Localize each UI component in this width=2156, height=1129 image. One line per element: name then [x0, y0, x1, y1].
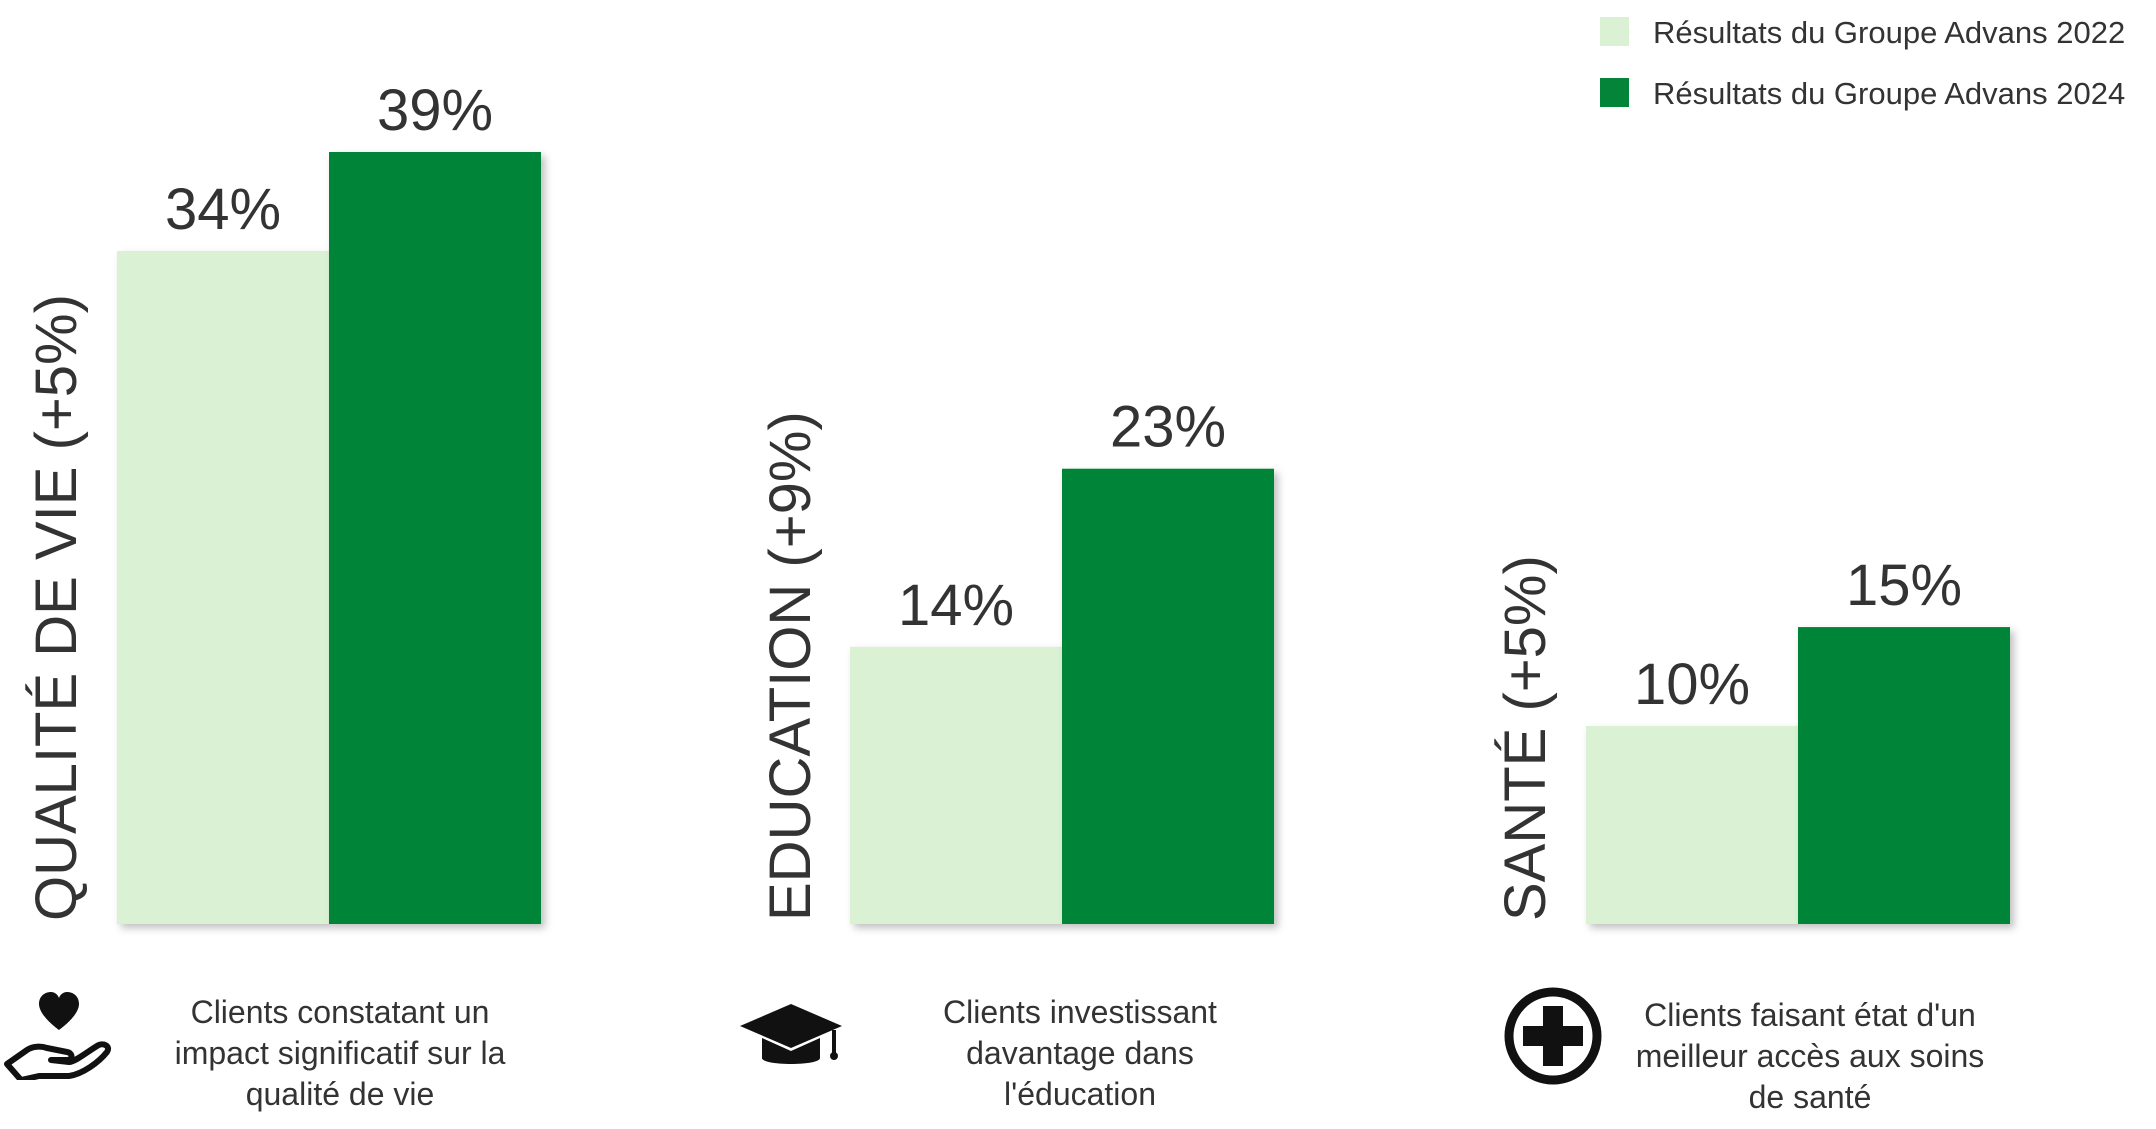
- description-line: l'éducation: [1004, 1076, 1156, 1112]
- bar-2024-2: [1798, 627, 2010, 924]
- data-label-2022-1: 14%: [898, 573, 1014, 638]
- description-education: Clients investissant davantage dans l'éd…: [870, 992, 1290, 1115]
- bar-2024-1: [1062, 468, 1274, 924]
- data-label-2022-0: 34%: [165, 177, 281, 242]
- description-line: Clients constatant un: [190, 994, 490, 1030]
- description-line: impact significatif sur la: [174, 1035, 506, 1071]
- graduation-cap-icon: [738, 1000, 844, 1072]
- description-health: Clients faisant état d'un meilleur accès…: [1600, 995, 2020, 1118]
- description-line: de santé: [1748, 1079, 1872, 1115]
- legend-swatch-2022: [1600, 17, 1629, 46]
- legend-label-2024: Résultats du Groupe Advans 2024: [1653, 76, 2125, 111]
- description-quality-of-life: Clients constatant un impact significati…: [130, 992, 550, 1115]
- bars-group: 34% 39% 14% 23% 10% 15%: [117, 78, 2010, 924]
- plus-circle-icon: [1502, 985, 1604, 1087]
- bar-2022-2: [1586, 726, 1798, 924]
- category-label-1: EDUCATION (+9%): [758, 411, 823, 921]
- description-line: qualité de vie: [245, 1076, 435, 1112]
- description-line: Clients investissant: [943, 994, 1217, 1030]
- data-label-2024-0: 39%: [377, 78, 493, 143]
- legend-swatch-2024: [1600, 78, 1629, 107]
- category-labels: QUALITÉ DE VIE (+5%) EDUCATION (+9%) SANTÉ…: [24, 294, 1558, 921]
- data-label-2024-1: 23%: [1110, 395, 1226, 460]
- category-label-2: SANTÉ (+5%): [1493, 555, 1558, 921]
- bar-2024-0: [329, 152, 541, 924]
- data-label-2022-2: 10%: [1634, 652, 1750, 717]
- description-line: meilleur accès aux soins: [1635, 1038, 1985, 1074]
- legend: Résultats du Groupe Advans 2022 Résultat…: [1600, 15, 2125, 111]
- data-label-2024-2: 15%: [1846, 553, 1962, 618]
- heart-in-hand-icon: [3, 990, 115, 1083]
- category-label-0: QUALITÉ DE VIE (+5%): [24, 294, 89, 921]
- description-line: Clients faisant état d'un: [1644, 997, 1976, 1033]
- bar-2022-0: [117, 250, 329, 924]
- legend-label-2022: Résultats du Groupe Advans 2022: [1653, 15, 2125, 50]
- bar-2022-1: [850, 646, 1062, 924]
- description-line: davantage dans: [966, 1035, 1194, 1071]
